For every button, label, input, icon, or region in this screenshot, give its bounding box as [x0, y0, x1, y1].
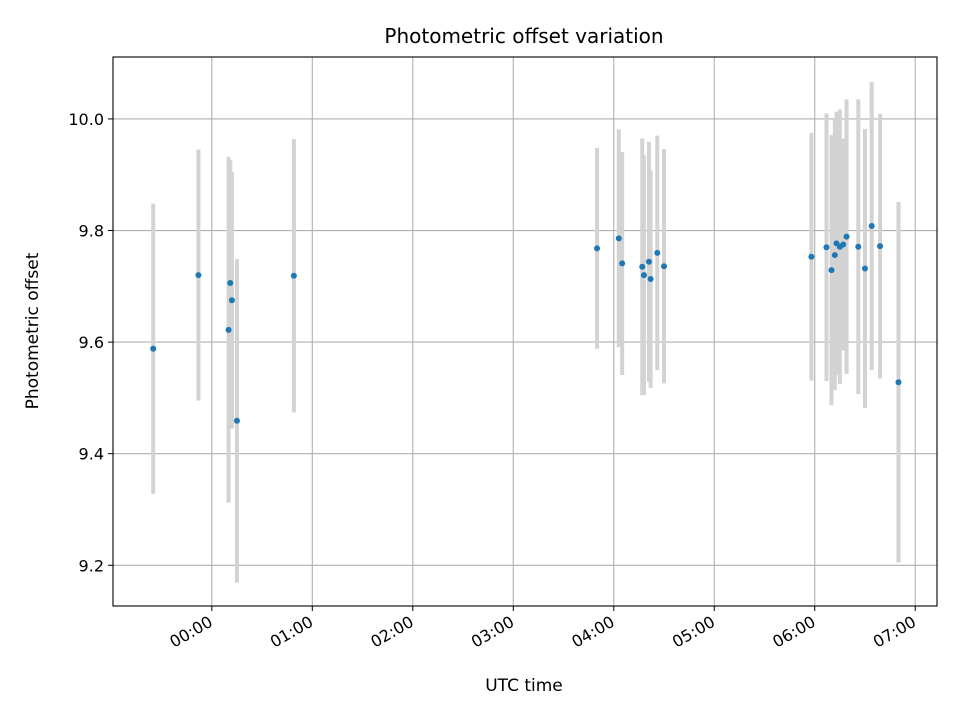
data-point	[840, 241, 847, 248]
data-point	[661, 263, 668, 270]
data-point	[150, 345, 157, 352]
data-point	[831, 252, 838, 259]
data-point	[233, 417, 240, 424]
data-point	[228, 297, 235, 304]
x-tick-label: 06:00	[769, 612, 818, 652]
data-point	[855, 243, 862, 250]
data-point	[645, 258, 652, 265]
data-point	[808, 253, 815, 260]
data-point	[877, 243, 884, 250]
chart-title: Photometric offset variation	[384, 24, 663, 48]
data-point	[654, 249, 661, 256]
data-point	[868, 223, 875, 230]
data-point	[639, 263, 646, 270]
data-point	[615, 235, 622, 242]
x-tick-label: 00:00	[166, 612, 215, 652]
y-tick-label: 9.4	[79, 445, 104, 464]
data-point	[227, 279, 234, 286]
x-tick-label: 04:00	[568, 612, 617, 652]
data-point	[225, 326, 232, 333]
data-point	[823, 244, 830, 251]
data-point	[619, 260, 626, 267]
data-point	[861, 265, 868, 272]
data-point	[640, 272, 647, 279]
x-tick-label: 05:00	[669, 612, 718, 652]
data-point	[895, 379, 902, 386]
error-bars	[151, 82, 901, 583]
data-point	[828, 267, 835, 274]
plot-frame	[112, 56, 938, 607]
y-axis-label: Photometric offset	[23, 252, 43, 409]
data-points	[150, 223, 902, 424]
data-point	[843, 233, 850, 240]
x-tick-label: 03:00	[468, 612, 517, 652]
x-tick-label: 01:00	[267, 612, 316, 652]
data-point	[647, 276, 654, 283]
data-point	[594, 245, 601, 252]
data-point	[195, 272, 202, 279]
y-tick-label: 9.2	[79, 556, 104, 575]
y-tick-label: 9.8	[79, 222, 104, 241]
y-tick-label: 10.0	[68, 110, 104, 129]
x-tick-label: 07:00	[870, 612, 919, 652]
x-axis-label: UTC time	[485, 676, 563, 696]
y-tick-label: 9.6	[79, 333, 104, 352]
data-point	[290, 272, 297, 279]
grid	[113, 57, 937, 606]
x-tick-label: 02:00	[367, 612, 416, 652]
